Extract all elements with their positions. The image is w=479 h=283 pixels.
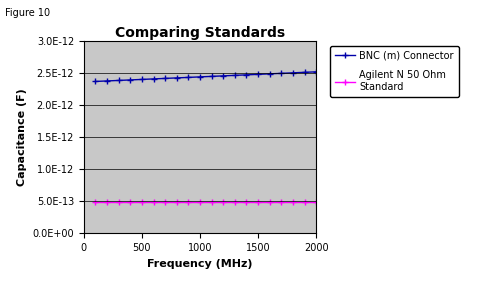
BNC (m) Connector xyxy=(116,79,122,82)
BNC (m) Connector xyxy=(220,74,226,78)
BNC (m) Connector xyxy=(197,75,203,79)
Agilent N 50 Ohm
Standard xyxy=(302,201,308,204)
BNC (m) Connector xyxy=(302,71,308,74)
BNC (m) Connector xyxy=(232,74,238,77)
Y-axis label: Capacitance (F): Capacitance (F) xyxy=(17,88,27,186)
Agilent N 50 Ohm
Standard xyxy=(267,201,273,204)
Agilent N 50 Ohm
Standard xyxy=(92,201,98,204)
BNC (m) Connector xyxy=(267,72,273,76)
Legend: BNC (m) Connector, Agilent N 50 Ohm
Standard: BNC (m) Connector, Agilent N 50 Ohm Stan… xyxy=(331,46,459,97)
BNC (m) Connector xyxy=(104,79,110,83)
Text: Figure 10: Figure 10 xyxy=(5,8,50,18)
Agilent N 50 Ohm
Standard xyxy=(232,201,238,204)
BNC (m) Connector xyxy=(174,76,180,80)
Agilent N 50 Ohm
Standard xyxy=(116,201,122,204)
Agilent N 50 Ohm
Standard xyxy=(243,201,249,204)
Agilent N 50 Ohm
Standard xyxy=(150,201,156,204)
Agilent N 50 Ohm
Standard xyxy=(139,201,145,204)
BNC (m) Connector xyxy=(290,71,296,74)
BNC (m) Connector xyxy=(255,73,261,76)
Title: Comparing Standards: Comparing Standards xyxy=(115,26,285,40)
Agilent N 50 Ohm
Standard xyxy=(220,201,226,204)
BNC (m) Connector xyxy=(185,76,191,79)
BNC (m) Connector xyxy=(243,73,249,77)
Line: Agilent N 50 Ohm
Standard: Agilent N 50 Ohm Standard xyxy=(92,199,319,206)
Agilent N 50 Ohm
Standard xyxy=(104,201,110,204)
BNC (m) Connector xyxy=(127,78,133,82)
Agilent N 50 Ohm
Standard xyxy=(255,201,261,204)
BNC (m) Connector xyxy=(313,70,319,74)
BNC (m) Connector xyxy=(278,72,284,75)
BNC (m) Connector xyxy=(209,75,215,78)
Agilent N 50 Ohm
Standard xyxy=(162,201,168,204)
Agilent N 50 Ohm
Standard xyxy=(127,201,133,204)
Agilent N 50 Ohm
Standard xyxy=(174,201,180,204)
BNC (m) Connector xyxy=(139,78,145,81)
BNC (m) Connector xyxy=(162,77,168,80)
Agilent N 50 Ohm
Standard xyxy=(290,201,296,204)
BNC (m) Connector xyxy=(92,80,98,83)
Agilent N 50 Ohm
Standard xyxy=(197,201,203,204)
Agilent N 50 Ohm
Standard xyxy=(278,201,284,204)
BNC (m) Connector xyxy=(150,77,156,81)
Agilent N 50 Ohm
Standard xyxy=(185,201,191,204)
Agilent N 50 Ohm
Standard xyxy=(313,201,319,204)
Line: BNC (m) Connector: BNC (m) Connector xyxy=(92,68,319,85)
X-axis label: Frequency (MHz): Frequency (MHz) xyxy=(147,259,253,269)
Agilent N 50 Ohm
Standard xyxy=(209,201,215,204)
